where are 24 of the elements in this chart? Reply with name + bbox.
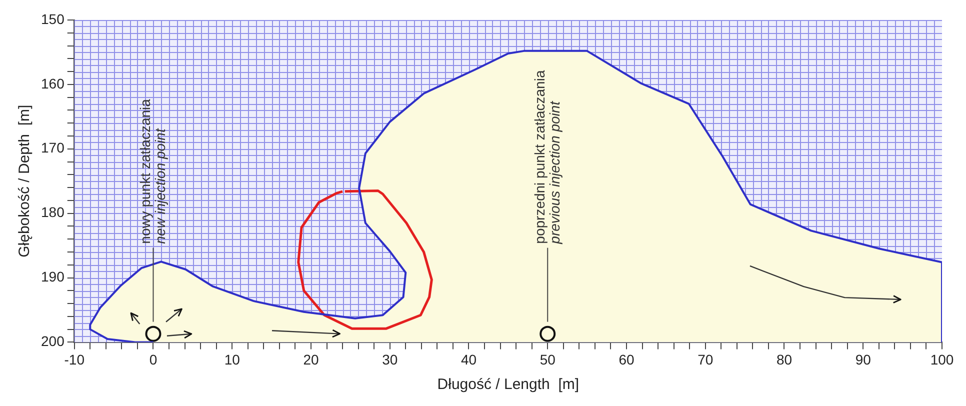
- y-tick-label: 180: [41, 204, 65, 220]
- x-tick-label: 40: [460, 351, 477, 368]
- x-axis-title: Długość / Length [m]: [437, 376, 580, 394]
- x-tick-label: 30: [382, 351, 398, 368]
- x-tick-label: 10: [224, 351, 240, 368]
- x-tick-label: 90: [855, 351, 872, 368]
- annotation: nowy punkt zatłaczania: [137, 98, 154, 244]
- annotation: new injection point: [152, 128, 168, 244]
- x-tick-label: 100: [930, 351, 954, 368]
- x-tick-label: 80: [776, 351, 792, 368]
- x-tick-label: 50: [540, 351, 556, 368]
- y-tick-label: 200: [41, 333, 65, 350]
- x-tick-label: 60: [618, 351, 634, 368]
- x-tick-label: 20: [303, 351, 319, 368]
- x-tick-label: -10: [64, 351, 85, 368]
- y-axis-title: Głębokość / Depth [m]: [16, 104, 34, 258]
- y-tick-label: 190: [41, 268, 65, 285]
- y-tick-label: 160: [41, 75, 65, 92]
- y-tick-label: 150: [41, 10, 65, 27]
- x-tick-label: 0: [149, 351, 158, 368]
- y-tick-label: 170: [41, 140, 65, 156]
- annotation: previous injection point: [546, 100, 563, 245]
- x-tick-label: 70: [698, 351, 714, 368]
- annotation: poprzedni punkt zatłaczania: [531, 70, 548, 244]
